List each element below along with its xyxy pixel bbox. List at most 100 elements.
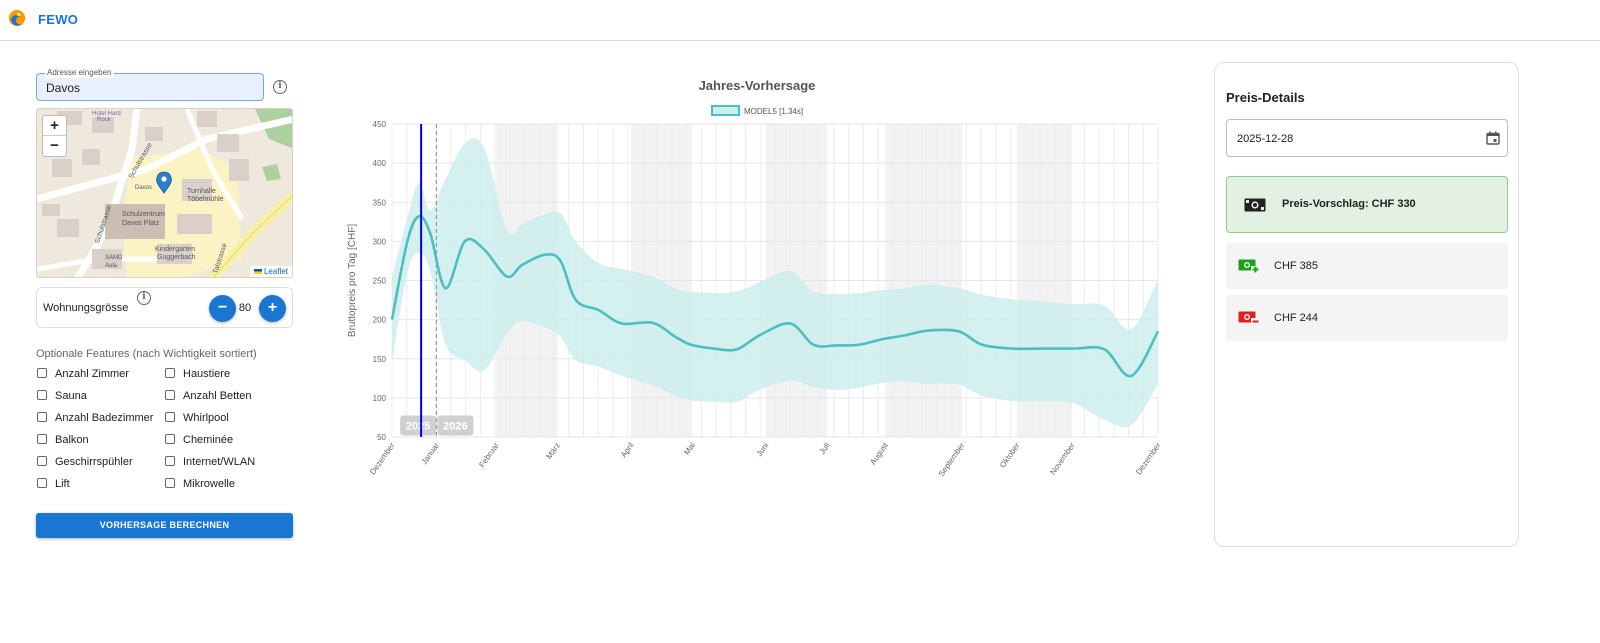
brand-title[interactable]: FEWO: [38, 12, 79, 27]
feature-option[interactable]: Geschirrspühler: [37, 456, 133, 470]
y-tick-label: 400: [373, 159, 387, 168]
x-tick-label: Juli: [817, 441, 831, 456]
feature-checkbox[interactable]: [37, 456, 47, 466]
zoom-in-button[interactable]: +: [43, 116, 66, 136]
price-high-text: CHF 385: [1274, 260, 1319, 272]
leaflet-attribution[interactable]: Leaflet: [249, 266, 292, 277]
calculate-forecast-button[interactable]: VORHERSAGE BERECHNEN: [36, 513, 293, 538]
size-label: Wohnungsgrösse: [43, 302, 129, 314]
year-label-box: [437, 415, 474, 436]
confidence-band: [392, 138, 1158, 428]
feature-checkbox[interactable]: [165, 412, 175, 422]
chart-title: Jahres-Vorhersage: [699, 78, 816, 93]
y-tick-label: 450: [373, 120, 387, 129]
x-tick-label: September: [937, 441, 967, 478]
address-input[interactable]: [46, 81, 246, 95]
x-tick-label: April: [619, 441, 636, 459]
svg-text:Schulzentrum: Schulzentrum: [122, 211, 165, 218]
feature-option[interactable]: Mikrowelle: [165, 478, 235, 492]
x-tick-label: November: [1048, 441, 1077, 477]
legend-swatch: [711, 105, 740, 116]
year-label-box: [400, 415, 437, 436]
zoom-control: + −: [42, 115, 67, 157]
y-tick-label: 350: [373, 198, 387, 207]
y-tick-label: 100: [373, 394, 387, 403]
feature-option[interactable]: Lift: [37, 478, 70, 492]
y-tick-label: 150: [373, 355, 387, 364]
svg-text:Davos: Davos: [135, 185, 152, 191]
feature-option[interactable]: Cheminée: [165, 434, 233, 448]
feature-checkbox[interactable]: [165, 434, 175, 444]
size-decrement-button[interactable]: −: [209, 295, 236, 322]
feature-label: Anzahl Badezimmer: [55, 412, 154, 424]
feature-checkbox[interactable]: [37, 390, 47, 400]
y-axis-label: Bruttopreis pro Tag [CHF]: [347, 224, 358, 337]
feature-option[interactable]: Anzahl Zimmer: [37, 368, 129, 382]
feature-option[interactable]: Haustiere: [165, 368, 230, 382]
price-high-card: CHF 385: [1226, 243, 1508, 289]
feature-label: Whirlpool: [183, 412, 229, 424]
date-picker[interactable]: 2025-12-28: [1226, 119, 1508, 157]
map-view[interactable]: Hotel Hard Rock Turnhalle Töbelmühle Sch…: [36, 108, 293, 278]
feature-option[interactable]: Anzahl Betten: [165, 390, 252, 404]
feature-checkbox[interactable]: [165, 478, 175, 488]
calendar-icon[interactable]: [1486, 131, 1500, 145]
leaflet-attribution-link[interactable]: Leaflet: [263, 267, 288, 276]
feature-checkbox[interactable]: [165, 390, 175, 400]
x-tick-label: Dezember: [368, 441, 397, 477]
feature-option[interactable]: Internet/WLAN: [165, 456, 255, 470]
top-bar: FEWO: [0, 0, 1600, 41]
x-tick-label: Februar: [477, 441, 501, 469]
forecast-line: [390, 214, 1160, 378]
svg-text:SAMD: SAMD: [105, 255, 123, 261]
address-info-icon[interactable]: i: [273, 80, 287, 94]
address-field[interactable]: Adresse eingeben: [36, 68, 264, 101]
size-value: 80: [238, 302, 252, 314]
feature-option[interactable]: Sauna: [37, 390, 87, 404]
svg-text:Turnhalle: Turnhalle: [187, 188, 216, 195]
map-pin-icon[interactable]: [156, 171, 172, 194]
feature-checkbox[interactable]: [165, 368, 175, 378]
size-info-icon[interactable]: i: [137, 291, 151, 305]
y-tick-label: 50: [377, 433, 386, 442]
feature-label: Cheminée: [183, 434, 234, 446]
feature-label: Anzahl Zimmer: [55, 368, 129, 380]
feature-label: Anzahl Betten: [183, 390, 252, 402]
feature-checkbox[interactable]: [165, 456, 175, 466]
svg-text:Hotel Hard: Hotel Hard: [92, 111, 121, 117]
feature-checkbox[interactable]: [37, 478, 47, 488]
svg-text:Aula: Aula: [105, 263, 118, 269]
price-low-card: CHF 244: [1226, 295, 1508, 341]
size-increment-button[interactable]: +: [259, 295, 286, 322]
svg-text:Guggerbach: Guggerbach: [157, 254, 196, 261]
feature-label: Haustiere: [183, 368, 231, 380]
svg-text:Töbelmühle: Töbelmühle: [187, 196, 224, 203]
y-tick-label: 250: [373, 277, 387, 286]
feature-label: Geschirrspühler: [55, 456, 133, 468]
address-legend: Adresse eingeben: [45, 68, 114, 78]
year-label: 2025: [406, 420, 430, 432]
feature-checkbox[interactable]: [37, 412, 47, 422]
x-tick-label: Oktober: [998, 441, 1022, 470]
feature-checkbox[interactable]: [37, 368, 47, 378]
feature-option[interactable]: Whirlpool: [165, 412, 229, 426]
feature-option[interactable]: Balkon: [37, 434, 89, 448]
svg-text:Rock: Rock: [97, 117, 112, 123]
size-stepper: Wohnungsgrösse i − 80 +: [36, 287, 293, 328]
feature-label: Mikrowelle: [183, 478, 235, 490]
svg-text:Davos Platz: Davos Platz: [122, 220, 160, 227]
y-tick-label: 300: [373, 237, 387, 246]
date-value: 2025-12-28: [1237, 133, 1294, 145]
legend-label: MODEL5 [1.34s]: [744, 107, 803, 116]
feature-label: Lift: [55, 478, 70, 490]
svg-text:Kindergarten: Kindergarten: [155, 246, 195, 253]
year-label: 2026: [443, 420, 467, 432]
y-tick-label: 200: [373, 316, 387, 325]
feature-label: Balkon: [55, 434, 89, 446]
zoom-out-button[interactable]: −: [50, 137, 59, 154]
money-minus-icon: [1238, 311, 1260, 325]
x-tick-label: Mai: [682, 441, 697, 457]
wave-logo-icon[interactable]: [8, 9, 26, 27]
feature-option[interactable]: Anzahl Badezimmer: [37, 412, 153, 426]
feature-checkbox[interactable]: [37, 434, 47, 444]
